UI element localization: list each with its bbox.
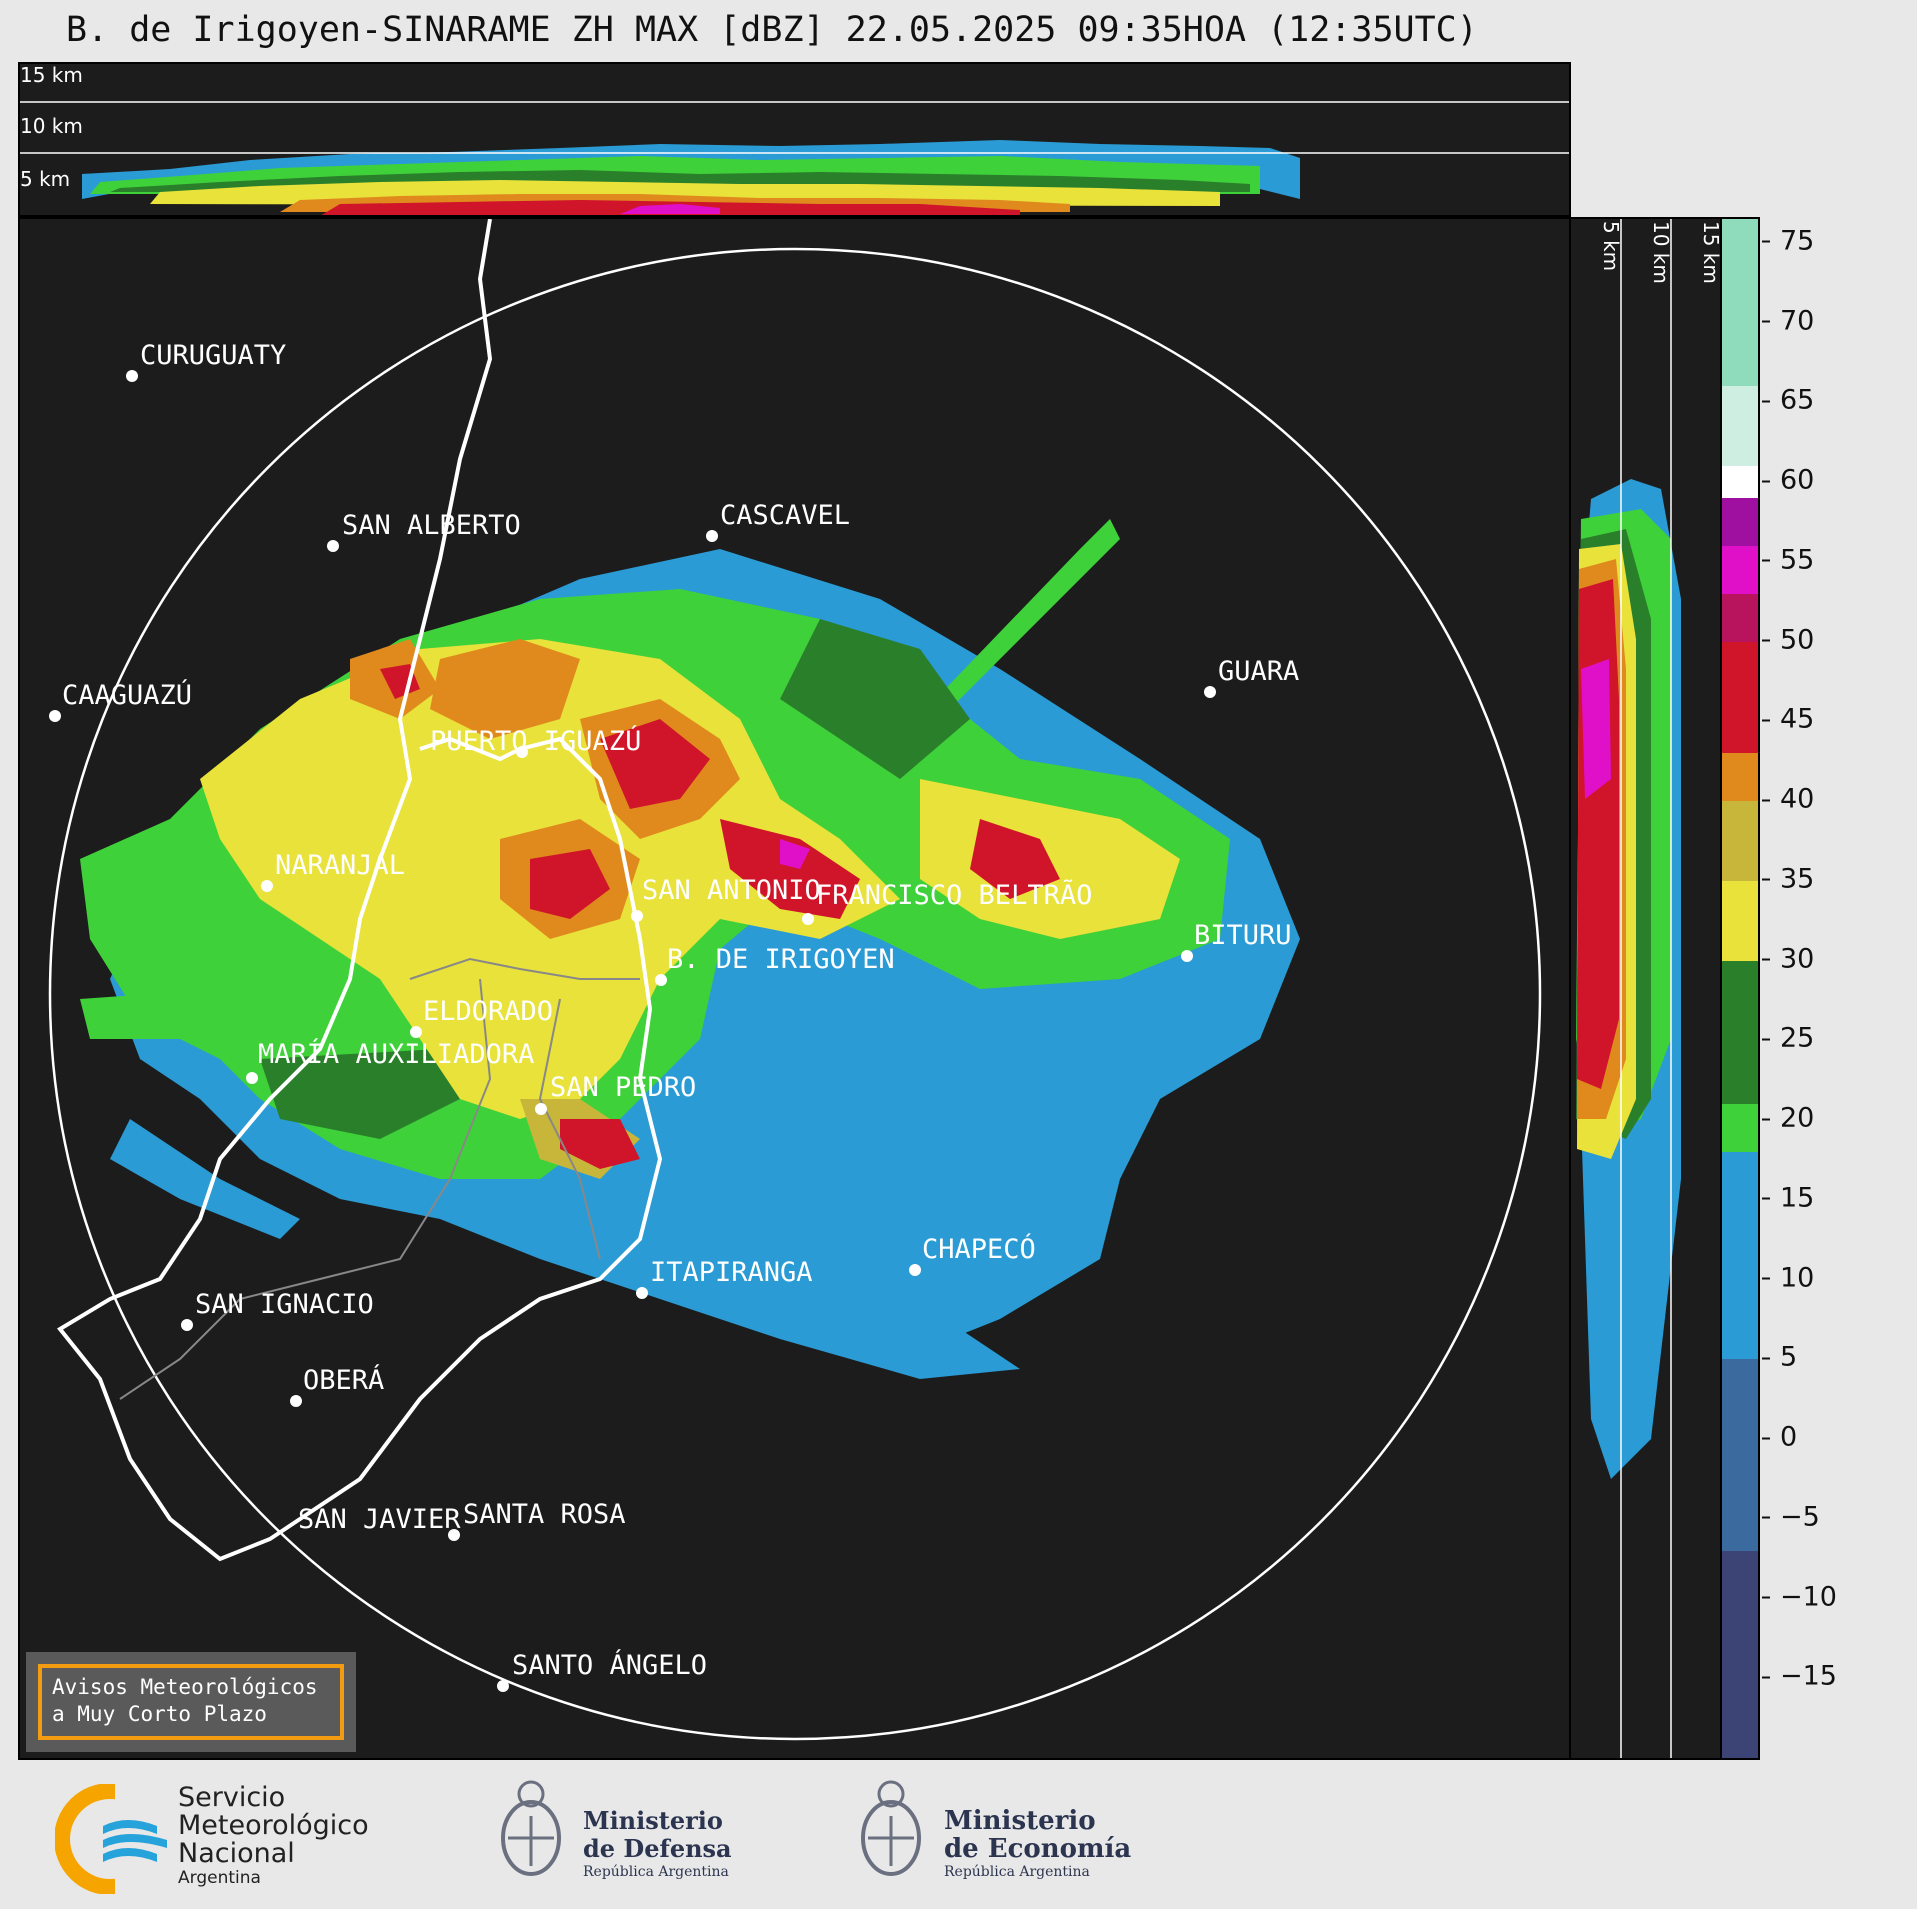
radar-map[interactable]: CURUGUATY SAN ALBERTO CASCAVEL CAAGUAZÚ … xyxy=(18,217,1571,1760)
notice-line-1: Avisos Meteorológicos xyxy=(52,1675,318,1699)
colorbar-tick-label: 45 xyxy=(1762,704,1814,735)
top-profile-echo xyxy=(20,101,1569,215)
economia-text-3: República Argentina xyxy=(944,1864,1090,1880)
colorbar-tick-label: 55 xyxy=(1762,544,1814,575)
city-label-obera: OBERÁ xyxy=(303,1365,385,1396)
city-label-itapiranga: ITAPIRANGA xyxy=(650,1257,813,1288)
colorbar-band xyxy=(1722,386,1758,467)
notice-box: Avisos Meteorológicos a Muy Corto Plazo xyxy=(26,1652,356,1752)
colorbar-band xyxy=(1722,593,1758,642)
colorbar-tick-label: 25 xyxy=(1762,1023,1814,1054)
defensa-text-3: República Argentina xyxy=(583,1864,729,1880)
top-label-10km: 10 km xyxy=(20,114,83,138)
city-label-naranjal: NARANJAL xyxy=(275,850,406,881)
smn-logo-text: Servicio Meteorológico Nacional Argentin… xyxy=(178,1782,369,1889)
city-label-eldorado: ELDORADO xyxy=(423,996,554,1027)
colorbar-tick-label: −15 xyxy=(1762,1661,1837,1692)
notice-line-2: a Muy Corto Plazo xyxy=(52,1702,267,1726)
colorbar-band xyxy=(1722,1151,1758,1360)
colorbar-tick-label: 0 xyxy=(1762,1422,1797,1453)
smn-text-1: Servicio xyxy=(178,1782,286,1813)
top-height-profile: 15 km 10 km 5 km xyxy=(18,62,1571,217)
city-label-san-alberto: SAN ALBERTO xyxy=(342,510,521,541)
city-label-san-javier: SAN JAVIER xyxy=(298,1504,461,1535)
colorbar-band xyxy=(1722,1550,1758,1758)
colorbar-band xyxy=(1722,880,1758,961)
colorbar-band xyxy=(1722,753,1758,802)
defensa-shield-icon xyxy=(501,1780,561,1876)
city-label-chapeco: CHAPECÓ xyxy=(922,1234,1036,1265)
top-label-15km: 15 km xyxy=(20,63,83,87)
colorbar-tick-label: 5 xyxy=(1762,1342,1797,1373)
city-label-san-antonio: SAN ANTONIO xyxy=(642,875,821,906)
top-label-5km: 5 km xyxy=(20,167,71,191)
side-height-profile: 5 km 10 km 15 km xyxy=(1569,217,1722,1760)
colorbar-band xyxy=(1722,498,1758,546)
city-dots xyxy=(49,370,1216,1692)
colorbar-tick-label: 35 xyxy=(1762,863,1814,894)
defensa-text-2: de Defensa xyxy=(583,1834,732,1863)
colorbar-tick-label: −10 xyxy=(1762,1581,1837,1612)
economia-text-1: Ministerio xyxy=(944,1806,1096,1836)
colorbar-band xyxy=(1722,466,1758,499)
colorbar-band xyxy=(1722,641,1758,754)
side-label-10km: 10 km xyxy=(1649,221,1673,284)
colorbar-tick-label: 40 xyxy=(1762,784,1814,815)
city-label-santo-angelo: SANTO ÁNGELO xyxy=(512,1650,708,1681)
radar-echo-layer xyxy=(48,219,1542,1741)
defensa-text-1: Ministerio xyxy=(583,1806,723,1835)
colorbar-tick-label: −5 xyxy=(1762,1501,1820,1532)
city-label-bituru: BITURU xyxy=(1194,920,1292,951)
colorbar-tick-label: 60 xyxy=(1762,465,1814,496)
footer-logos: Servicio Meteorológico Nacional Argentin… xyxy=(0,1762,1917,1909)
side-label-15km: 15 km xyxy=(1699,221,1722,284)
colorbar-tick-label: 75 xyxy=(1762,225,1814,256)
city-label-guara: GUARA xyxy=(1218,656,1300,687)
city-label-b-de-irigoyen: B. DE IRIGOYEN xyxy=(667,944,895,975)
city-label-maria-auxiliadora: MARÍA AUXILIADORA xyxy=(258,1039,535,1070)
colorbar-tick-label: 10 xyxy=(1762,1262,1814,1293)
city-label-santa-rosa: SANTA ROSA xyxy=(463,1499,626,1530)
city-label-puerto-iguazu: PUERTO IGUAZÚ xyxy=(430,726,642,757)
notice-inner: Avisos Meteorológicos a Muy Corto Plazo xyxy=(38,1664,344,1740)
city-label-francisco-beltrao: FRANCISCO BELTRÃO xyxy=(816,880,1093,911)
city-label-caaguazu: CAAGUAZÚ xyxy=(62,680,193,711)
colorbar-labels: 75 70 65 60 55 50 45 40 35 30 25 20 15 10 5 0 −5 −10 −15 xyxy=(1762,217,1912,1760)
colorbar-band xyxy=(1722,960,1758,1105)
side-label-5km: 5 km xyxy=(1599,221,1623,272)
colorbar-band xyxy=(1722,219,1758,387)
economia-shield-icon xyxy=(861,1780,921,1876)
colorbar-band xyxy=(1722,1359,1758,1551)
smn-logo-icon xyxy=(55,1784,185,1894)
smn-text-3: Nacional xyxy=(178,1838,295,1869)
colorbar-band xyxy=(1722,1104,1758,1152)
city-label-cascavel: CASCAVEL xyxy=(720,500,851,531)
colorbar-tick-label: 65 xyxy=(1762,385,1814,416)
smn-text-2: Meteorológico xyxy=(178,1810,369,1841)
page-title: B. de Irigoyen-SINARAME ZH MAX [dBZ] 22.… xyxy=(66,10,1478,50)
colorbar-tick-label: 30 xyxy=(1762,943,1814,974)
economia-text-2: de Economía xyxy=(944,1834,1132,1864)
colorbar-tick-label: 70 xyxy=(1762,305,1814,336)
city-label-curuguaty: CURUGUATY xyxy=(140,340,287,371)
city-label-san-ignacio: SAN IGNACIO xyxy=(195,1289,374,1320)
side-profile-echo xyxy=(1576,219,1681,1758)
colorbar-band xyxy=(1722,545,1758,594)
colorbar-tick-label: 50 xyxy=(1762,624,1814,655)
colorbar xyxy=(1720,217,1760,1760)
city-label-san-pedro: SAN PEDRO xyxy=(550,1072,697,1103)
colorbar-tick-label: 15 xyxy=(1762,1182,1814,1213)
colorbar-tick-label: 20 xyxy=(1762,1103,1814,1134)
smn-text-4: Argentina xyxy=(178,1868,261,1888)
colorbar-band xyxy=(1722,801,1758,881)
